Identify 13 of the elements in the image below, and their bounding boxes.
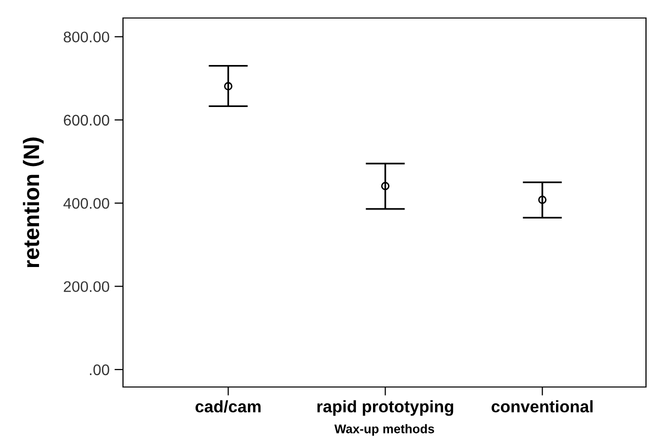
y-tick-label: 600.00: [64, 114, 110, 126]
y-tick-label: 400.00: [63, 198, 110, 209]
point: [224, 82, 232, 90]
y-tick-label: 800.00: [64, 32, 110, 42]
x-tick-label: cad/cam: [196, 400, 261, 413]
y-tick-label: 200.00: [64, 281, 110, 292]
y-axis-title: retention (N): [22, 138, 44, 268]
point: [538, 196, 547, 204]
point: [381, 182, 390, 190]
x-axis-title: Wax-up methods: [334, 424, 434, 436]
x-tick-label: rapid prototyping: [317, 400, 454, 416]
y-tick-label: .00: [90, 364, 110, 376]
x-tick-label: conventional: [492, 400, 593, 412]
